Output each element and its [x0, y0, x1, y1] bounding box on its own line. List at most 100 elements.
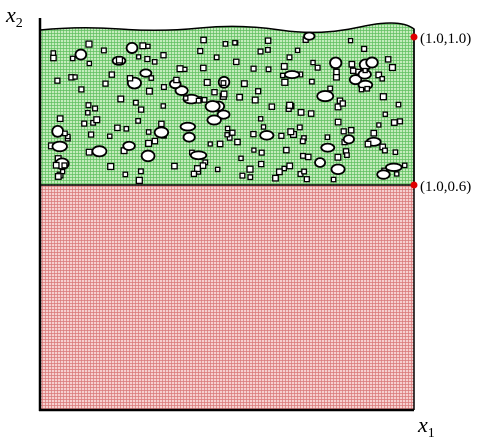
hole [201, 96, 208, 103]
hole [135, 117, 141, 124]
hole [145, 43, 151, 49]
point-marker [410, 181, 418, 189]
upper-region [39, 22, 415, 186]
hole [340, 128, 347, 135]
hole [299, 138, 306, 145]
hole [204, 100, 221, 113]
hole [106, 133, 113, 140]
hole [52, 161, 60, 169]
hole [316, 90, 335, 103]
holes [47, 31, 408, 185]
hole [349, 67, 357, 74]
hole [100, 47, 107, 54]
hole [190, 170, 198, 178]
hole [401, 162, 408, 169]
hole [286, 101, 294, 109]
hole [125, 41, 139, 54]
hole [259, 130, 275, 141]
hole [54, 173, 62, 180]
hole [268, 103, 276, 110]
hole [327, 85, 334, 92]
hole [220, 90, 228, 98]
hole [234, 138, 241, 146]
hole [199, 64, 207, 72]
hole [254, 88, 262, 95]
hole [203, 78, 211, 86]
hole [301, 168, 308, 175]
hole [281, 78, 289, 86]
hole [74, 48, 88, 61]
hole [216, 109, 231, 120]
hole [153, 126, 170, 139]
hole [50, 54, 57, 62]
hole [362, 67, 368, 74]
hole [258, 149, 265, 156]
label-sub: 1 [428, 426, 435, 441]
hole [303, 31, 316, 41]
hole [279, 72, 286, 79]
hole [220, 80, 227, 87]
hole [396, 118, 404, 125]
hole [344, 152, 350, 158]
hole [283, 146, 290, 154]
hole [216, 140, 224, 148]
hole [200, 36, 207, 44]
hole [160, 52, 167, 59]
hole [272, 174, 279, 182]
hole [214, 166, 221, 173]
hole [91, 145, 108, 158]
hole [139, 42, 147, 50]
hole [123, 125, 130, 132]
hole [179, 121, 197, 132]
hole [246, 165, 254, 173]
hole [160, 103, 167, 109]
hole [199, 162, 207, 170]
hole [78, 86, 85, 93]
hole [379, 93, 387, 101]
hole [251, 147, 257, 153]
hole [364, 85, 371, 92]
hole [250, 130, 257, 138]
hole [358, 86, 365, 93]
hole [85, 148, 93, 156]
hole [333, 68, 340, 76]
hole [297, 108, 305, 116]
hole [314, 64, 321, 71]
hole [84, 109, 91, 116]
hole [334, 153, 342, 161]
hole [278, 132, 285, 139]
x-axis-label: x1 [417, 412, 435, 441]
hole [342, 134, 355, 145]
hole [308, 78, 315, 85]
hole [375, 71, 383, 79]
hole [207, 141, 213, 147]
hole [339, 100, 346, 107]
hole [174, 85, 189, 96]
hole [126, 75, 134, 82]
hole [320, 142, 336, 153]
hole [107, 162, 115, 171]
hole [232, 39, 238, 46]
hole [213, 54, 220, 61]
hole [69, 55, 76, 62]
hole [145, 87, 153, 95]
hole [140, 149, 156, 163]
hole [305, 153, 312, 161]
hole [310, 59, 316, 66]
hole [347, 37, 354, 44]
hole [264, 37, 272, 44]
hole [173, 76, 180, 84]
hole [151, 58, 158, 65]
hole [283, 70, 301, 80]
hole [62, 130, 68, 137]
hole [286, 54, 293, 61]
hole [148, 75, 155, 81]
hole [330, 176, 337, 183]
hole [139, 68, 153, 78]
hole [50, 50, 57, 56]
hole [384, 56, 392, 63]
hole [265, 66, 272, 73]
hole [137, 106, 145, 113]
hole [303, 176, 310, 183]
hole [54, 77, 61, 84]
